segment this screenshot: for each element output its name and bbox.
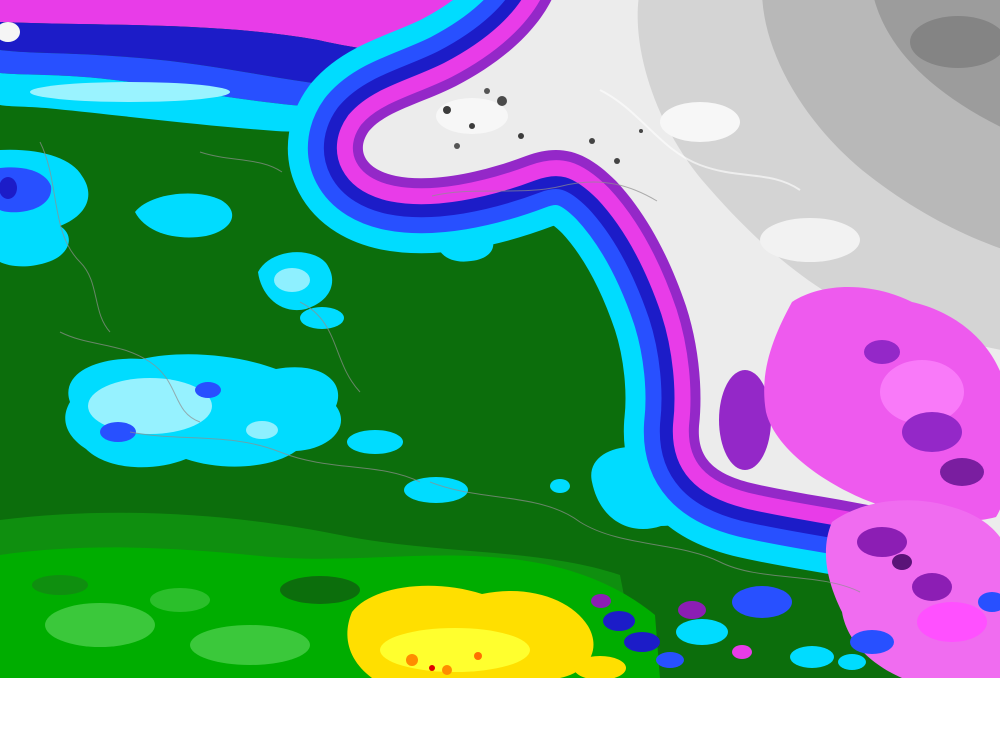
bottom-right-cold-patches <box>591 586 834 668</box>
country-borders <box>39 141 861 593</box>
magenta-cold-region <box>719 287 1000 678</box>
temperature-map <box>0 0 1000 678</box>
map-footer: Temperature (2m) [°C] GFS Mo 16-03-2026 … <box>0 678 1000 733</box>
yellow-warm-region <box>347 585 626 678</box>
map-svg <box>0 0 1000 678</box>
